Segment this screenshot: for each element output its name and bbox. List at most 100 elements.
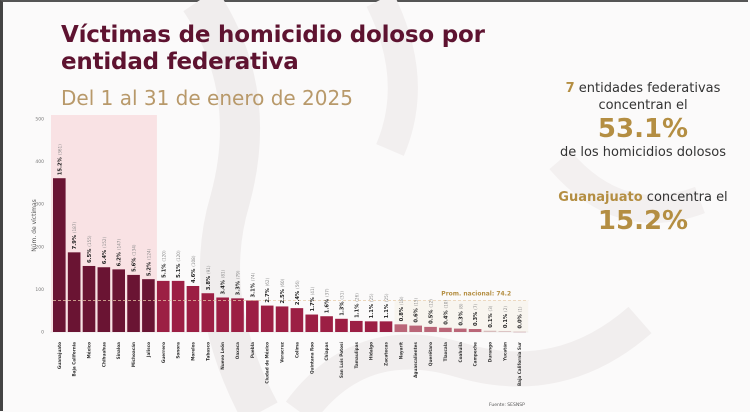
bar bbox=[216, 297, 229, 332]
y-tick-label: 400 bbox=[35, 159, 44, 165]
bar bbox=[127, 274, 140, 332]
top-states-line-1: 7 entidades federativas bbox=[548, 80, 738, 97]
bar-value-label: 2.4% (56) bbox=[295, 280, 301, 305]
bar-value-label: 1.7% (41) bbox=[310, 286, 316, 311]
category-label: Yucatán bbox=[502, 342, 507, 362]
y-tick-label: 0 bbox=[41, 330, 44, 336]
bar bbox=[142, 279, 155, 332]
category-label: Baja California bbox=[72, 342, 77, 377]
category-label: Ciudad de México bbox=[265, 342, 270, 384]
y-tick-label: 300 bbox=[35, 202, 44, 208]
bar-value-label: 4.6% (108) bbox=[191, 255, 197, 283]
bar-value-label: 1.6% (37) bbox=[325, 288, 331, 313]
bar bbox=[364, 321, 378, 332]
stats-panel: 7 entidades federativas concentran el 53… bbox=[548, 80, 738, 236]
bar-value-label: 0.3% (8) bbox=[458, 303, 464, 326]
category-label: Quintana Roo bbox=[309, 342, 314, 374]
category-label: Puebla bbox=[250, 342, 255, 358]
bar-value-label: 5.1% (120) bbox=[176, 250, 182, 278]
bar bbox=[156, 280, 170, 332]
bar bbox=[335, 318, 348, 332]
category-label: Tabasco bbox=[205, 342, 210, 361]
state-text: concentra el bbox=[646, 190, 728, 205]
top-states-text: entidades federativas bbox=[578, 81, 721, 96]
category-label: Chihuahua bbox=[101, 342, 106, 367]
category-label: Aguascalientes bbox=[413, 341, 418, 377]
bar bbox=[424, 326, 437, 332]
state-name: Guanajuato bbox=[558, 190, 643, 205]
y-tick-label: 200 bbox=[35, 244, 44, 250]
category-label: Tlaxcala bbox=[443, 342, 448, 362]
bar bbox=[231, 298, 244, 332]
category-label: Nuevo León bbox=[220, 342, 225, 370]
bar bbox=[498, 331, 512, 332]
bar-value-label: 1.3% (31) bbox=[339, 291, 345, 316]
bar bbox=[67, 252, 81, 332]
bar-value-label: 0.6% (15) bbox=[414, 297, 420, 322]
bar bbox=[305, 314, 319, 332]
category-label: México bbox=[87, 342, 92, 359]
page-subtitle: Del 1 al 31 de enero de 2025 bbox=[61, 86, 353, 110]
bar-value-label: 0.0% (1) bbox=[518, 306, 524, 329]
bar-value-label: 6.5% (155) bbox=[87, 235, 93, 263]
bar bbox=[82, 265, 96, 332]
bar bbox=[513, 331, 526, 333]
category-label: Zacatecas bbox=[384, 341, 389, 365]
state-line: Guanajuato concentra el bbox=[548, 189, 738, 206]
category-label: Colima bbox=[294, 342, 299, 358]
average-band bbox=[394, 300, 529, 332]
category-label: Durango bbox=[487, 342, 492, 362]
bar bbox=[53, 178, 66, 332]
category-label: Nayarit bbox=[398, 342, 403, 359]
category-label: Michoacán bbox=[131, 342, 136, 367]
bar-value-label: 1.1% (25) bbox=[384, 293, 390, 318]
bar-value-label: 1.1% (25) bbox=[369, 293, 375, 318]
category-label: Morelos bbox=[190, 342, 195, 361]
bar-value-label: 3.3% (79) bbox=[236, 270, 242, 295]
category-label: Jalisco bbox=[146, 342, 151, 358]
bar bbox=[186, 285, 200, 332]
bar-value-label: 0.8% (18) bbox=[399, 296, 405, 321]
bar bbox=[260, 305, 274, 332]
bar-value-label: 0.4% (10) bbox=[443, 300, 449, 325]
bar bbox=[320, 316, 333, 332]
bar-value-label: 3.1% (74) bbox=[250, 272, 256, 297]
bar bbox=[275, 306, 289, 332]
bar bbox=[379, 321, 393, 332]
bar-value-label: 2.5% (60) bbox=[280, 278, 286, 303]
bar bbox=[439, 327, 452, 332]
bar-value-label: 2.7% (62) bbox=[265, 277, 271, 302]
bar-value-label: 6.4% (152) bbox=[102, 236, 108, 264]
bar-value-label: 7.9% (187) bbox=[72, 222, 78, 250]
category-label: Baja California Sur bbox=[517, 341, 522, 386]
average-reference-label: Prom. nacional: 74.2 bbox=[441, 290, 511, 297]
page-title: Víctimas de homicidio doloso por entidad… bbox=[61, 22, 485, 75]
bar bbox=[468, 329, 482, 332]
category-label: Veracruz bbox=[280, 341, 285, 362]
y-axis-label: Núm. de víctimas bbox=[31, 199, 38, 252]
bar-value-label: 0.1% (2) bbox=[503, 306, 509, 329]
category-label: Sinaloa bbox=[116, 342, 121, 360]
bar-value-label: 3.4% (81) bbox=[221, 269, 227, 294]
top-states-count: 7 bbox=[565, 81, 575, 96]
bar-value-label: 5.1% (120) bbox=[161, 250, 167, 278]
bar bbox=[246, 300, 259, 332]
top-states-line-3: de los homicidios dolosos bbox=[559, 145, 727, 160]
bar-value-label: 1.1% (26) bbox=[354, 293, 360, 318]
bar-value-label: 3.8% (91) bbox=[206, 265, 212, 290]
category-label: Guanajuato bbox=[57, 342, 62, 369]
bar-value-label: 6.2% (147) bbox=[117, 239, 123, 267]
bar bbox=[409, 325, 422, 332]
category-label: Querétaro bbox=[428, 342, 433, 366]
category-label: Tamaulipas bbox=[354, 341, 359, 368]
bar-value-label: 0.1% (3) bbox=[488, 305, 494, 328]
bar bbox=[453, 328, 467, 332]
category-label: Hidalgo bbox=[369, 342, 374, 360]
category-label: Sonora bbox=[176, 342, 181, 359]
bar bbox=[201, 293, 215, 332]
category-label: Guerrero bbox=[161, 342, 166, 363]
bar bbox=[483, 330, 497, 332]
